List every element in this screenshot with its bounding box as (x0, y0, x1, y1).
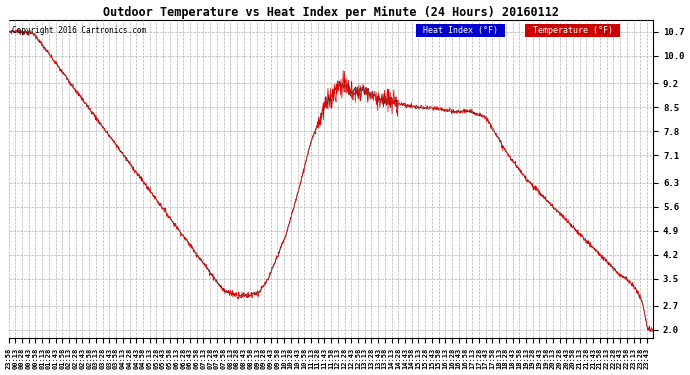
Text: Copyright 2016 Cartronics.com: Copyright 2016 Cartronics.com (12, 26, 146, 35)
Title: Outdoor Temperature vs Heat Index per Minute (24 Hours) 20160112: Outdoor Temperature vs Heat Index per Mi… (103, 6, 559, 19)
Text: Heat Index (°F): Heat Index (°F) (418, 26, 503, 35)
Text: Temperature (°F): Temperature (°F) (528, 26, 618, 35)
